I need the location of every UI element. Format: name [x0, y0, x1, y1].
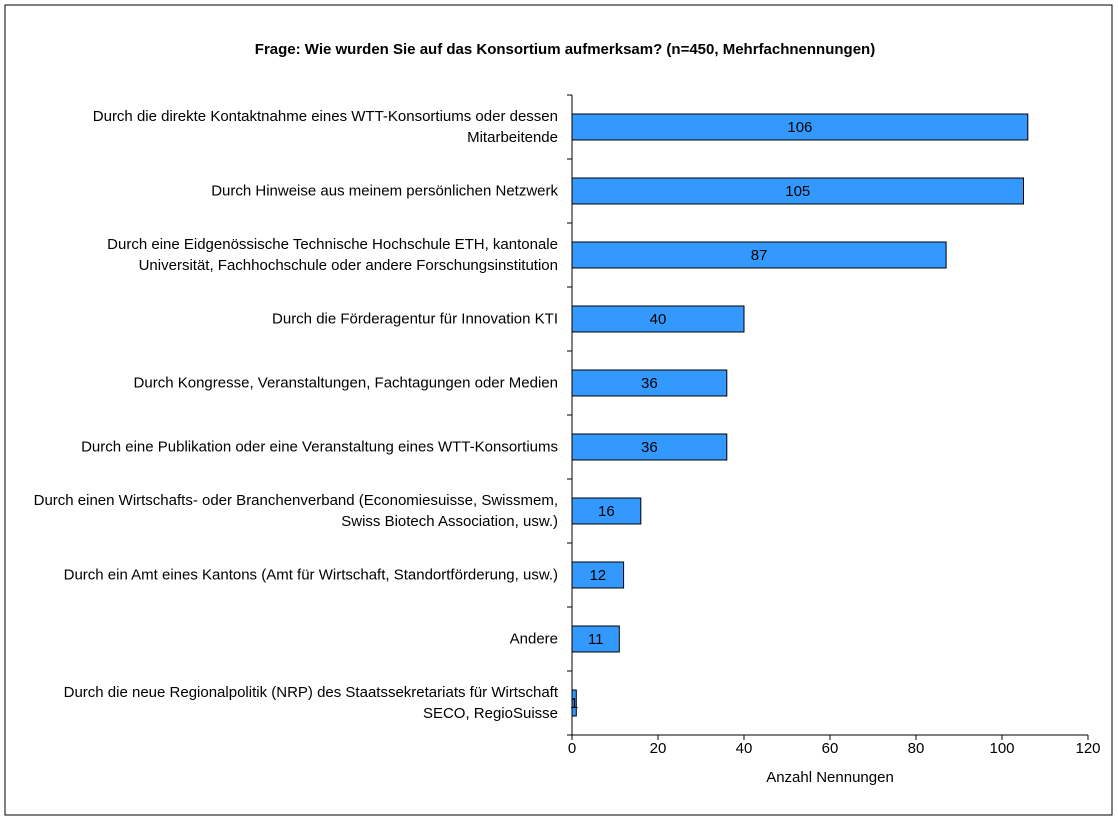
category-label: Durch die Förderagentur für Innovation K… — [272, 310, 558, 328]
chart-title: Frage: Wie wurden Sie auf das Konsortium… — [255, 41, 875, 58]
value-label: 105 — [785, 183, 810, 200]
x-tick-label: 100 — [989, 740, 1014, 757]
x-tick-label: 20 — [650, 740, 667, 757]
bar — [571, 433, 728, 461]
x-tick-label: 120 — [1075, 740, 1100, 757]
category-label: Durch die direkte Kontaktnahme eines WTT… — [92, 108, 558, 146]
value-label: 12 — [589, 567, 606, 584]
category-label: Durch ein Amt eines Kantons (Amt für Wir… — [63, 566, 558, 584]
value-label: 11 — [588, 631, 604, 648]
x-tick-label: 0 — [568, 740, 576, 757]
category-label: Durch die neue Regionalpolitik (NRP) des… — [63, 684, 558, 722]
category-label: Durch Hinweise aus meinem persönlichen N… — [211, 182, 558, 200]
category-label: Durch einen Wirtschafts- oder Branchenve… — [33, 492, 558, 530]
value-label: 1 — [570, 695, 578, 712]
value-label: 16 — [598, 503, 615, 520]
x-tick-label: 60 — [822, 740, 839, 757]
value-label: 36 — [641, 375, 658, 392]
category-label: Durch Kongresse, Veranstaltungen, Fachta… — [133, 374, 558, 392]
bar — [571, 689, 577, 717]
bar — [571, 113, 1029, 141]
value-label: 87 — [751, 247, 768, 264]
value-label: 40 — [650, 311, 667, 328]
bar — [571, 561, 625, 589]
bar — [571, 177, 1024, 205]
bar — [571, 369, 728, 397]
bar — [571, 241, 947, 269]
bar — [571, 497, 642, 525]
x-tick-label: 80 — [908, 740, 925, 757]
bar — [571, 625, 620, 653]
category-label: Durch eine Publikation oder eine Veranst… — [81, 438, 558, 456]
value-label: 36 — [641, 439, 658, 456]
category-label: Andere — [509, 630, 558, 648]
category-label: Durch eine Eidgenössische Technische Hoc… — [107, 236, 558, 274]
bar — [571, 305, 745, 333]
x-axis-label: Anzahl Nennungen — [766, 769, 894, 786]
value-label: 106 — [787, 119, 812, 136]
x-tick-label: 40 — [736, 740, 753, 757]
